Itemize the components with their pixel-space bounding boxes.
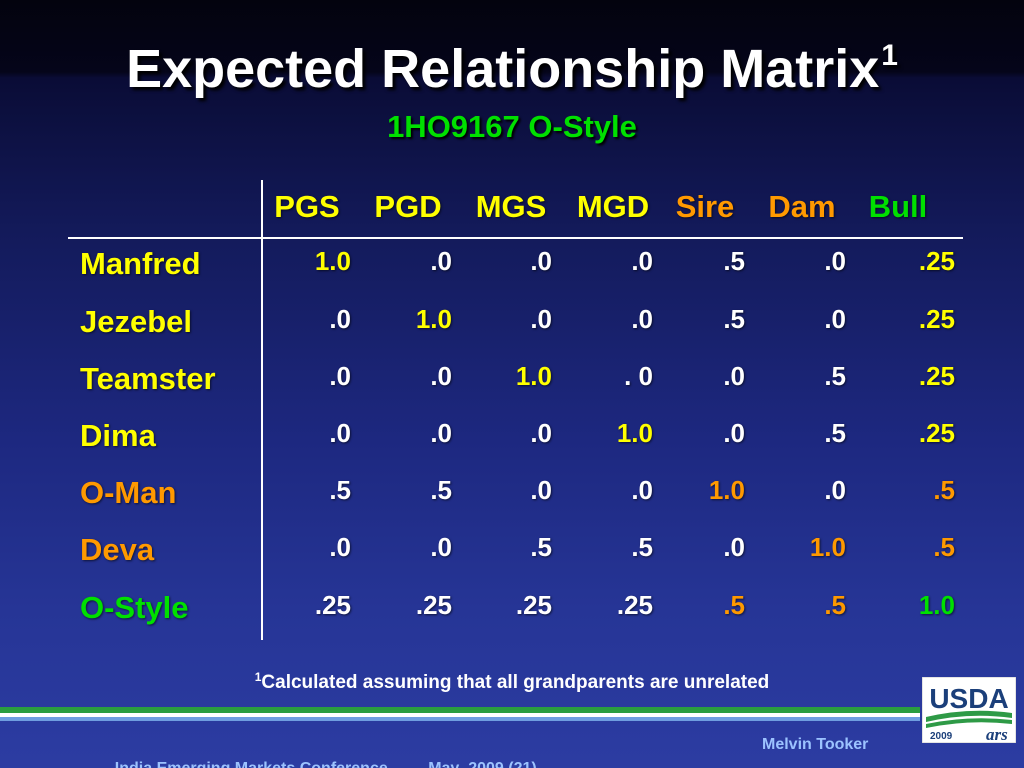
cell-deva-mgs: .5: [530, 532, 552, 562]
row-label-o-style: O-Style: [80, 590, 189, 625]
cell-o-man-pgs: .5: [329, 475, 351, 505]
cell-o-style-pgs: .25: [314, 590, 351, 620]
footer-stripe-green: [0, 707, 920, 713]
footnote: 1Calculated assuming that all grandparen…: [0, 670, 1024, 696]
cell-teamster-mgs: 1.0: [515, 361, 552, 391]
logo-field-stripe-icon: [926, 718, 1012, 728]
row-label-teamster: Teamster: [80, 361, 216, 396]
matrix-vertical-divider: [261, 180, 263, 640]
cell-dima-mgs: .0: [530, 418, 552, 448]
column-header-pgs: PGS: [274, 189, 340, 224]
column-header-pgd: PGD: [374, 189, 442, 224]
cell-teamster-dam: .5: [824, 361, 846, 391]
cell-deva-pgs: .0: [329, 532, 351, 562]
cell-teamster-mgd: . 0: [624, 361, 653, 391]
cell-manfred-mgs: .0: [530, 246, 552, 276]
cell-dima-mgd: 1.0: [616, 418, 653, 448]
cell-jezebel-dam: .0: [824, 304, 846, 334]
cell-o-style-pgd: .25: [415, 590, 452, 620]
ars-mark: ars: [986, 725, 1008, 743]
cell-o-style-sire: .5: [723, 590, 745, 620]
slide-title: Expected Relationship Matrix1: [0, 36, 1024, 111]
footer-stripe-white: [0, 713, 920, 717]
usda-wordmark: USDA: [929, 683, 1008, 714]
cell-o-man-dam: .0: [824, 475, 846, 505]
cell-jezebel-mgd: .0: [631, 304, 653, 334]
logo-year: 2009: [930, 731, 953, 742]
row-label-jezebel: Jezebel: [80, 304, 193, 339]
cell-manfred-mgd: .0: [631, 246, 653, 276]
cell-o-man-mgd: .0: [631, 475, 653, 505]
column-header-dam: Dam: [768, 189, 836, 224]
cell-jezebel-pgd: 1.0: [415, 304, 452, 334]
cell-o-man-bull: .5: [933, 475, 955, 505]
cell-o-style-dam: .5: [824, 590, 846, 620]
column-header-bull: Bull: [868, 189, 928, 224]
matrix-header-divider: [68, 237, 963, 239]
footer-author: Melvin Tooker: [762, 736, 869, 753]
cell-dima-pgd: .0: [430, 418, 452, 448]
cell-deva-sire: .0: [723, 532, 745, 562]
cell-manfred-sire: .5: [723, 246, 745, 276]
row-label-dima: Dima: [80, 418, 156, 453]
cell-manfred-pgs: 1.0: [314, 246, 351, 276]
footer-conference: India Emerging Markets Conference,: [115, 760, 392, 768]
footer-stripe-blue: [0, 717, 920, 721]
cell-o-style-mgd: .25: [616, 590, 653, 620]
column-header-mgs: MGS: [475, 189, 547, 224]
row-label-manfred: Manfred: [80, 246, 201, 281]
cell-teamster-pgd: .0: [430, 361, 452, 391]
cell-teamster-bull: .25: [918, 361, 955, 391]
column-header-sire: Sire: [675, 189, 735, 224]
cell-manfred-dam: .0: [824, 246, 846, 276]
usda-logo: USDA 2009 ars: [922, 677, 1016, 743]
cell-o-man-sire: 1.0: [708, 475, 745, 505]
cell-jezebel-pgs: .0: [329, 304, 351, 334]
cell-dima-bull: .25: [918, 418, 955, 448]
cell-o-man-mgs: .0: [530, 475, 552, 505]
cell-dima-sire: .0: [723, 418, 745, 448]
cell-deva-bull: .5: [933, 532, 955, 562]
cell-jezebel-mgs: .0: [530, 304, 552, 334]
cell-dima-pgs: .0: [329, 418, 351, 448]
cell-o-style-mgs: .25: [515, 590, 552, 620]
cell-o-style-bull: 1.0: [918, 590, 955, 620]
cell-teamster-pgs: .0: [329, 361, 351, 391]
cell-o-man-pgd: .5: [430, 475, 452, 505]
cell-deva-dam: 1.0: [809, 532, 846, 562]
row-label-deva: Deva: [80, 532, 155, 567]
footnote-text: Calculated assuming that all grandparent…: [261, 672, 770, 693]
cell-dima-dam: .5: [824, 418, 846, 448]
cell-jezebel-sire: .5: [723, 304, 745, 334]
title-text: Expected Relationship Matrix: [126, 39, 880, 99]
slide-subtitle: 1HO9167 O-Style: [387, 109, 637, 144]
cell-manfred-pgd: .0: [430, 246, 452, 276]
cell-deva-mgd: .5: [631, 532, 653, 562]
footer-date: May 2009 (21): [428, 760, 537, 768]
cell-jezebel-bull: .25: [918, 304, 955, 334]
footnote-marker: 1: [254, 670, 262, 684]
row-label-o-man: O-Man: [80, 475, 177, 510]
column-header-mgd: MGD: [576, 189, 650, 224]
title-footnote-marker: 1: [881, 39, 898, 72]
cell-deva-pgd: .0: [430, 532, 452, 562]
footer-event: India Emerging Markets Conference, May 20…: [97, 739, 537, 768]
logo-field-stripe-icon: [926, 710, 1012, 722]
cell-teamster-sire: .0: [723, 361, 745, 391]
cell-manfred-bull: .25: [918, 246, 955, 276]
